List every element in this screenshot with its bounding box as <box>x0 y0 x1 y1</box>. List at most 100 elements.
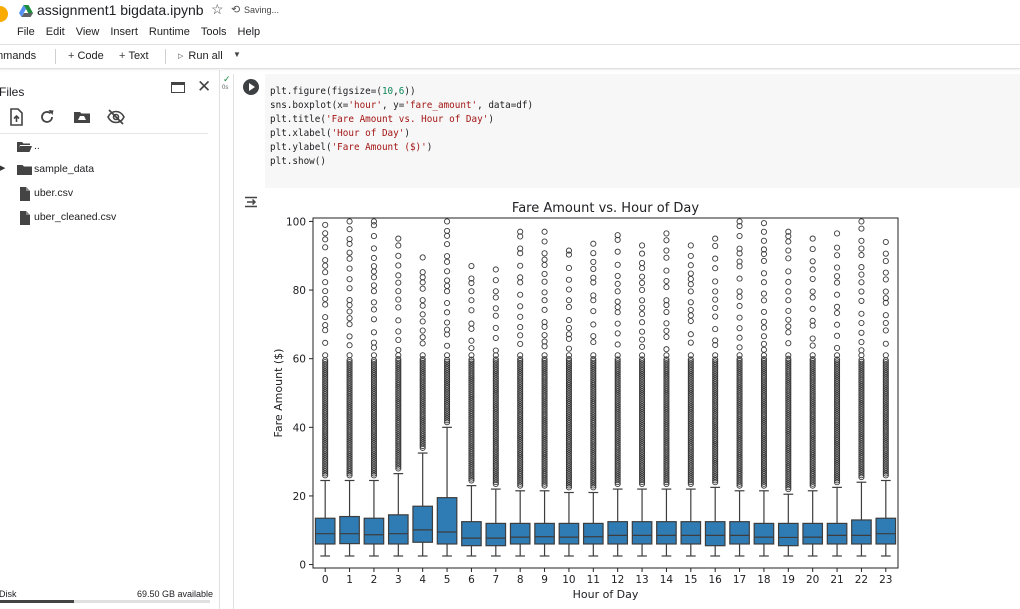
outlier-point <box>322 288 329 295</box>
outlier-point <box>590 399 597 406</box>
tree-item-sample-data[interactable]: ▶ sample_data <box>0 161 210 179</box>
outlier-point <box>760 270 767 277</box>
output-toggle-icon[interactable] <box>244 196 258 208</box>
upload-icon[interactable] <box>7 108 25 126</box>
outlier-point <box>663 394 670 401</box>
code-editor[interactable]: plt.figure(figsize=(10,6)) sns.boxplot(x… <box>265 74 1020 188</box>
outlier-point <box>395 369 402 376</box>
outlier-point <box>736 431 743 438</box>
outlier-point <box>322 376 329 383</box>
outlier-point <box>809 416 816 423</box>
caret-right-icon[interactable]: ▶ <box>0 165 6 172</box>
add-code-button[interactable]: + Code <box>68 50 104 62</box>
chevron-down-icon[interactable]: ▼ <box>233 50 241 59</box>
outlier-point <box>834 443 841 450</box>
run-cell-button[interactable] <box>243 79 259 95</box>
outlier-point <box>565 359 572 366</box>
star-icon[interactable]: ☆ <box>211 1 224 17</box>
menu-file[interactable]: File <box>17 26 35 38</box>
outlier-point <box>785 482 792 489</box>
outlier-point <box>541 441 548 448</box>
outlier-point <box>370 470 377 477</box>
outlier-point <box>346 276 353 283</box>
menu-edit[interactable]: Edit <box>45 26 65 38</box>
outlier-point <box>468 401 475 409</box>
refresh-icon[interactable] <box>38 108 56 126</box>
outlier-point <box>468 462 475 469</box>
menu-tools[interactable]: Tools <box>200 26 227 38</box>
outlier-point <box>468 475 475 482</box>
outlier-point <box>395 431 402 438</box>
menu-help[interactable]: Help <box>237 26 261 38</box>
outlier-point <box>541 382 548 389</box>
outlier-point <box>370 362 377 369</box>
cell-gutter <box>233 74 234 609</box>
outlier-point <box>614 236 621 243</box>
outlier-point <box>858 297 865 304</box>
outlier-point <box>541 405 548 412</box>
outlier-point <box>639 458 646 465</box>
outlier-point <box>663 375 670 382</box>
outlier-point <box>712 477 719 484</box>
outlier-point <box>322 457 329 464</box>
outlier-point <box>590 456 597 463</box>
commands-button[interactable]: mmands <box>0 50 37 62</box>
outlier-point <box>639 319 646 326</box>
outlier-point <box>785 418 792 425</box>
outlier-point <box>736 232 743 240</box>
run-all-button[interactable]: ▷ Run all <box>178 50 223 62</box>
tree-item-parent[interactable]: .. <box>0 138 210 156</box>
outlier-point <box>541 433 548 440</box>
outlier-point <box>785 476 792 483</box>
outlier-point <box>492 443 499 450</box>
outlier-point <box>712 418 719 425</box>
outlier-point <box>590 403 597 410</box>
outlier-point <box>834 441 841 448</box>
outlier-point <box>785 380 792 387</box>
outlier-point <box>370 268 377 275</box>
outlier-point <box>370 445 377 452</box>
outlier-point <box>395 235 402 242</box>
outlier-point <box>541 238 548 245</box>
outlier-point <box>760 356 767 363</box>
outlier-point <box>468 377 475 384</box>
outlier-point <box>663 418 670 425</box>
add-text-button[interactable]: + Text <box>119 50 149 62</box>
outlier-point <box>736 352 743 359</box>
tree-item-uber-csv[interactable]: uber.csv <box>0 185 210 203</box>
mount-drive-icon[interactable] <box>73 108 91 126</box>
outlier-point <box>395 405 402 412</box>
outlier-point <box>444 258 451 265</box>
notebook-title[interactable]: assignment1 bigdata.ipynb <box>37 2 204 18</box>
colab-logo-icon[interactable] <box>0 6 8 22</box>
outlier-point <box>370 381 377 388</box>
tree-item-uber-cleaned-csv[interactable]: uber_cleaned.csv <box>0 209 210 227</box>
outlier-point <box>639 460 646 467</box>
close-icon[interactable]: ✕ <box>197 77 212 96</box>
outlier-point <box>760 367 767 374</box>
outlier-point <box>785 374 792 381</box>
x-tick-label: 15 <box>684 574 697 586</box>
menu-view[interactable]: View <box>75 26 100 38</box>
outlier-point <box>882 453 889 460</box>
outlier-point <box>565 472 572 480</box>
menu-runtime[interactable]: Runtime <box>148 26 190 38</box>
outlier-point <box>322 389 329 396</box>
outlier-point <box>419 399 426 406</box>
outlier-point <box>882 427 889 434</box>
hide-icon[interactable] <box>107 108 125 126</box>
outlier-point <box>419 378 426 385</box>
outlier-point <box>565 469 572 476</box>
open-in-tab-icon[interactable] <box>171 82 185 93</box>
outlier-point <box>809 442 816 450</box>
outlier-point <box>590 416 597 423</box>
outlier-point <box>565 408 572 415</box>
outlier-point <box>687 403 694 410</box>
outlier-point <box>614 272 621 279</box>
outlier-point <box>785 255 792 262</box>
outlier-point <box>858 417 865 424</box>
outlier-point <box>492 418 499 425</box>
outlier-point <box>834 377 841 384</box>
menu-insert[interactable]: Insert <box>110 26 138 38</box>
box-group-19 <box>777 228 799 557</box>
